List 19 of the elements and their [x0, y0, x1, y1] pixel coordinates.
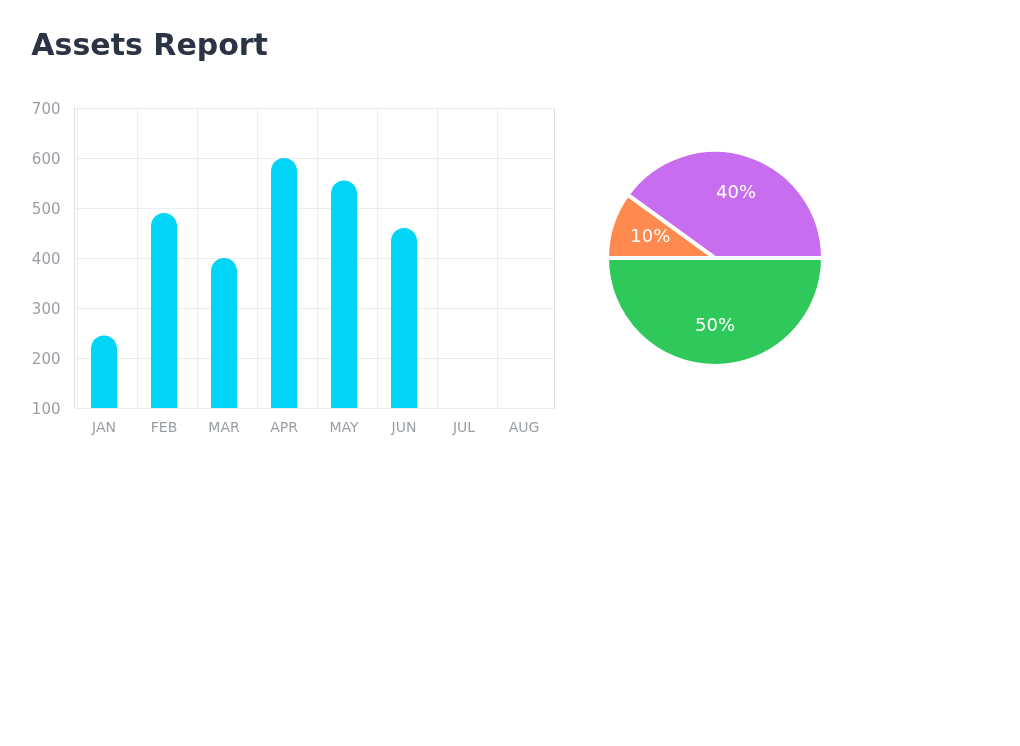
- y-tick-label: 400: [31, 249, 61, 268]
- x-tick-label: APR: [270, 418, 299, 435]
- data-label: 40%: [716, 181, 757, 203]
- x-tick-label: MAR: [208, 418, 240, 435]
- x-tick-label: MAY: [329, 418, 360, 435]
- x-tick-label: JUN: [390, 418, 417, 435]
- y-tick-label: 600: [31, 149, 61, 168]
- y-tick-label: 100: [31, 399, 61, 418]
- y-tick-label: 200: [31, 349, 61, 368]
- y-tick-label: 300: [31, 299, 61, 318]
- data-label: 50%: [694, 314, 736, 335]
- x-tick-label: AUG: [508, 418, 540, 435]
- data-label: 10%: [630, 224, 671, 246]
- y-tick-label: 500: [31, 199, 61, 218]
- chart-title: Assets Report: [31, 27, 268, 62]
- y-tick-label: 700: [31, 99, 61, 118]
- x-tick-label: JAN: [91, 418, 116, 435]
- x-tick-label: FEB: [150, 418, 178, 435]
- x-tick-label: JUL: [451, 418, 476, 435]
